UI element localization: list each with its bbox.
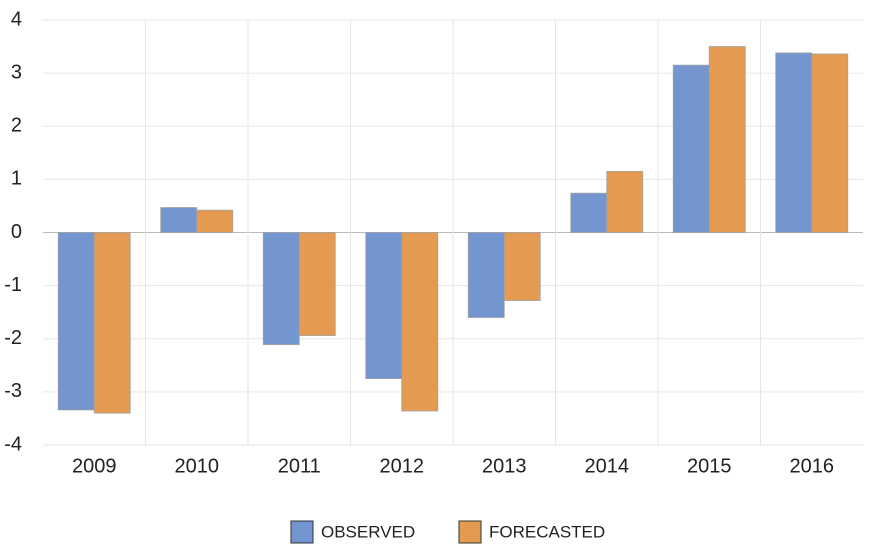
bar [401, 232, 439, 412]
bar [57, 232, 95, 411]
x-tick-label: 2016 [790, 455, 835, 477]
bar [708, 46, 746, 233]
x-tick-label: 2014 [585, 455, 630, 477]
bar [93, 232, 131, 414]
bar [672, 64, 710, 233]
bar [606, 171, 644, 233]
y-tick-label: 2 [11, 115, 22, 137]
legend-label: OBSERVED [321, 522, 415, 541]
bar [503, 232, 541, 301]
y-tick-label: -4 [4, 433, 22, 455]
legend-swatch [458, 520, 482, 544]
bar [160, 207, 198, 233]
x-tick-label: 2012 [380, 455, 425, 477]
bar [467, 232, 505, 318]
x-tick-label: 2013 [482, 455, 527, 477]
x-tick-label: 2010 [175, 455, 220, 477]
y-tick-label: 3 [11, 61, 22, 83]
bar [570, 192, 608, 233]
x-tick-label: 2015 [687, 455, 732, 477]
legend-swatch [290, 520, 314, 544]
bar [298, 232, 336, 336]
bar [262, 232, 300, 345]
y-tick-label: 0 [11, 221, 22, 243]
y-tick-label: 1 [11, 168, 22, 190]
x-tick-label: 2011 [278, 455, 321, 477]
bar [775, 52, 813, 233]
legend-label: FORECASTED [489, 522, 605, 541]
bar [811, 53, 849, 233]
y-tick-label: -2 [4, 327, 22, 349]
bar [365, 232, 403, 379]
y-tick-label: -3 [4, 380, 22, 402]
x-tick-label: 2009 [72, 455, 117, 477]
y-tick-label: 4 [11, 8, 22, 30]
bar [196, 209, 234, 233]
y-tick-label: -1 [4, 274, 22, 296]
